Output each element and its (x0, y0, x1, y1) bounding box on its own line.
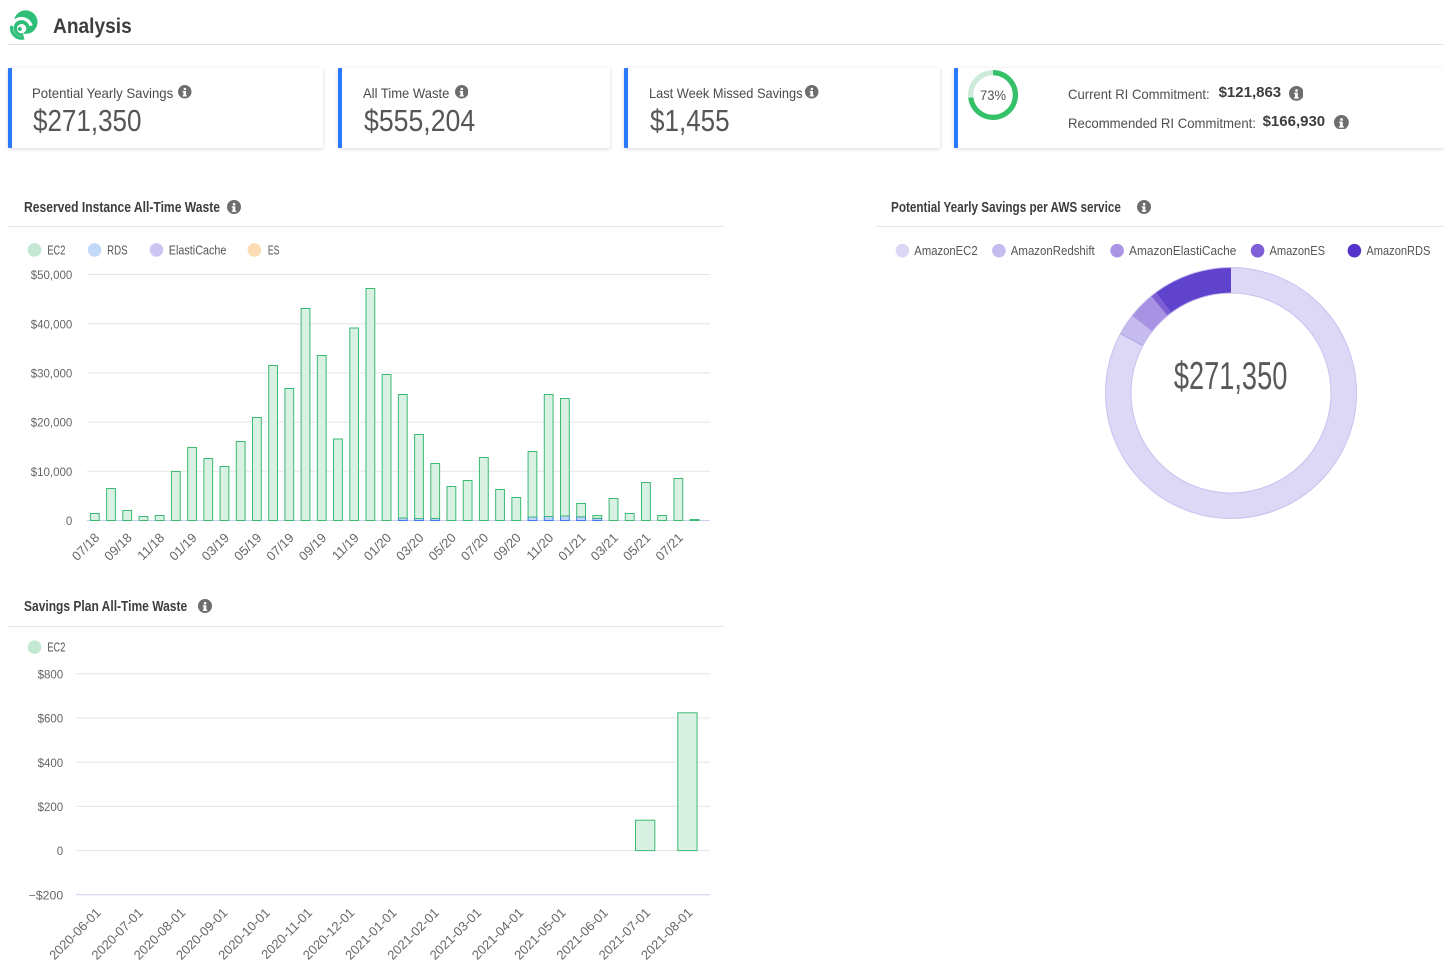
svg-text:09/18: 09/18 (101, 530, 135, 564)
svg-text:07/19: 07/19 (263, 530, 297, 564)
svg-text:01/21: 01/21 (555, 530, 589, 564)
svg-text:ES: ES (268, 243, 280, 257)
svg-text:AmazonEC2: AmazonEC2 (914, 244, 977, 258)
svg-text:$10,000: $10,000 (31, 467, 73, 479)
svg-text:01/20: 01/20 (361, 530, 395, 564)
svg-text:$30,000: $30,000 (31, 369, 73, 381)
svg-text:09/20: 09/20 (490, 530, 524, 564)
svg-text:$40,000: $40,000 (31, 319, 73, 331)
svg-text:0: 0 (57, 846, 63, 858)
svg-text:$20,000: $20,000 (31, 418, 73, 430)
svg-text:AmazonES: AmazonES (1270, 244, 1326, 258)
svg-text:11/18: 11/18 (134, 530, 167, 563)
svg-text:03/19: 03/19 (199, 530, 233, 564)
svg-text:01/19: 01/19 (166, 530, 200, 564)
svg-text:−$200: −$200 (29, 890, 64, 902)
svg-text:0: 0 (66, 516, 72, 528)
svg-text:AmazonRedshift: AmazonRedshift (1011, 244, 1095, 258)
svg-text:RDS: RDS (107, 243, 128, 257)
svg-text:07/18: 07/18 (69, 530, 103, 564)
svg-text:05/20: 05/20 (425, 530, 459, 564)
svg-text:ElastiCache: ElastiCache (169, 243, 227, 257)
svg-text:09/19: 09/19 (296, 530, 330, 564)
svg-text:73%: 73% (980, 87, 1006, 103)
svg-text:03/21: 03/21 (588, 530, 622, 564)
svg-text:05/21: 05/21 (620, 530, 654, 564)
svg-text:EC2: EC2 (47, 641, 65, 655)
svg-text:AmazonElastiCache: AmazonElastiCache (1129, 244, 1236, 258)
svg-text:$800: $800 (38, 669, 64, 681)
svg-text:07/20: 07/20 (458, 530, 492, 564)
svg-text:11/19: 11/19 (329, 530, 362, 563)
svg-text:05/19: 05/19 (231, 530, 265, 564)
svg-text:11/20: 11/20 (523, 530, 556, 563)
svg-text:03/20: 03/20 (393, 530, 427, 564)
svg-text:EC2: EC2 (47, 243, 65, 257)
svg-text:$400: $400 (38, 758, 64, 770)
svg-text:$271,350: $271,350 (1174, 355, 1288, 398)
svg-text:AmazonRDS: AmazonRDS (1366, 244, 1430, 258)
svg-text:07/21: 07/21 (652, 530, 686, 564)
svg-text:$50,000: $50,000 (31, 270, 73, 282)
svg-text:$200: $200 (38, 802, 64, 814)
svg-text:$600: $600 (38, 714, 64, 726)
